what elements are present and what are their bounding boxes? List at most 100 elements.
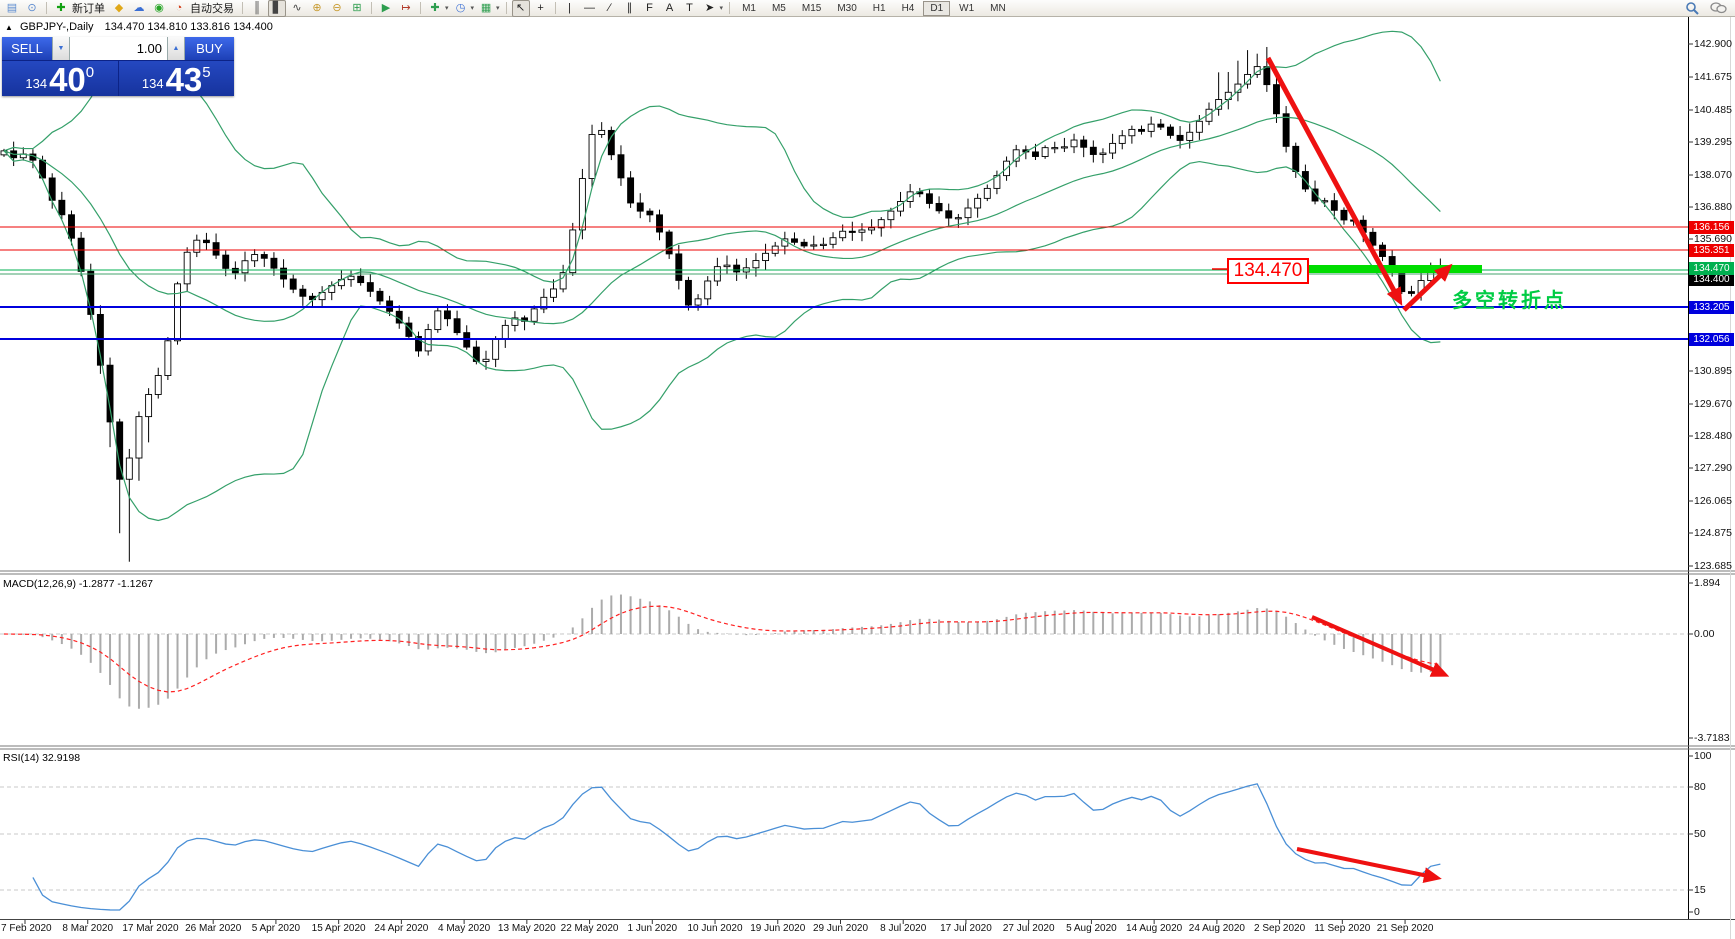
price-axis-badge: 133.205 (1689, 301, 1734, 314)
chart-title: ▲ GBPJPY-,Daily 134.470 134.810 133.816 … (5, 21, 273, 33)
buy-button[interactable]: BUY (185, 37, 234, 60)
vertical-line-icon[interactable]: | (568, 1, 571, 14)
macd-axis-tick: 0.00 (1694, 628, 1715, 640)
sell-price-base: 134 (25, 76, 48, 91)
volume-input[interactable] (70, 37, 167, 60)
price-level-callout[interactable]: 134.470 (1227, 258, 1309, 284)
date-axis-label: 24 Aug 2020 (1188, 923, 1245, 934)
timeframe-button-d1[interactable]: D1 (923, 0, 951, 16)
timeframe-button-m1[interactable]: M1 (742, 2, 756, 14)
volume-decrease-button[interactable]: ▼ (52, 37, 70, 60)
chart-shift-icon[interactable]: ↦ (401, 1, 411, 14)
cursor-icon[interactable]: ↖ (511, 0, 530, 17)
volume-increase-button[interactable]: ▲ (167, 37, 185, 60)
text-label-icon[interactable]: T (686, 1, 693, 14)
date-axis-label: 26 Mar 2020 (185, 923, 242, 934)
date-axis-label: 27 Jul 2020 (1002, 923, 1055, 934)
timeframe-button-m15[interactable]: M15 (801, 2, 822, 14)
toolbar-separator (729, 2, 731, 14)
new-chart-icon[interactable]: ✚ (430, 1, 440, 14)
shapes-icon[interactable]: ➤ (704, 1, 715, 14)
signals-icon[interactable]: ◉ (154, 1, 164, 14)
date-axis-label: 10 Jun 2020 (687, 923, 743, 934)
date-axis-label: 4 May 2020 (437, 923, 491, 934)
price-axis-tick: 127.290 (1694, 462, 1732, 474)
timeframe-button-m30[interactable]: M30 (837, 2, 857, 14)
buy-price[interactable]: 134 43 5 (119, 61, 235, 96)
auto-scroll-icon[interactable]: ▶ (381, 1, 391, 14)
crosshair-icon[interactable]: + (537, 1, 544, 14)
buy-price-base: 134 (141, 76, 164, 91)
price-axis-badge: 132.056 (1689, 333, 1734, 346)
timeframe-button-h4[interactable]: H4 (901, 2, 915, 14)
shapes-icon-dropdown[interactable]: ▾ (719, 5, 724, 12)
date-axis-label: 2 Sep 2020 (1254, 923, 1306, 934)
zoom-out-icon[interactable]: ⊖ (332, 1, 342, 14)
turning-point-annotation: 多空转折点 (1452, 290, 1567, 312)
date-axis-label: 7 Feb 2020 (1, 923, 52, 934)
tile-windows-icon[interactable]: ⊞ (352, 1, 362, 14)
new-chart-icon-dropdown[interactable]: ▾ (445, 5, 449, 12)
new-order-icon[interactable]: ✚ (56, 1, 66, 14)
channel-icon[interactable]: ∥ (626, 1, 633, 14)
timeframe-button-m5[interactable]: M5 (771, 2, 786, 14)
templates-icon[interactable]: ▦ (480, 1, 492, 14)
bar-chart-mode-icon[interactable]: ║ (253, 1, 261, 14)
rsi-axis-tick: 15 (1694, 884, 1706, 896)
one-click-trading-panel: SELL ▼ ▲ BUY 134 40 0 134 43 5 (2, 37, 234, 96)
price-axis-tick: 129.670 (1694, 398, 1732, 410)
rsi-indicator-label: RSI(14) 32.9198 (3, 752, 81, 764)
new-order-icon-label[interactable]: 新订单 (72, 3, 105, 15)
date-axis-label: 8 Mar 2020 (62, 923, 114, 934)
toolbar-separator (420, 2, 421, 14)
text-icon[interactable]: A (665, 1, 674, 14)
auto-trading-icon-label[interactable]: 自动交易 (190, 3, 234, 15)
market-watch-icon[interactable]: ⊙ (27, 1, 37, 14)
charts-window-icon[interactable]: ▤ (6, 1, 18, 14)
date-axis-label: 19 Jun 2020 (750, 923, 806, 934)
date-axis-label: 11 Sep 2020 (1314, 923, 1371, 934)
periods-icon-dropdown[interactable]: ▾ (470, 5, 475, 12)
price-axis-tick: 126.065 (1694, 495, 1732, 507)
rsi-axis-tick: 80 (1694, 781, 1706, 793)
line-chart-mode-icon[interactable]: ∿ (292, 1, 302, 14)
date-axis-label: 15 Apr 2020 (311, 923, 366, 934)
zoom-in-icon[interactable]: ⊕ (312, 1, 322, 14)
date-axis-label: 5 Apr 2020 (251, 923, 301, 934)
trendline-icon[interactable]: ∕ (608, 1, 611, 14)
candlestick-mode-icon[interactable]: ▋ (268, 0, 286, 17)
chat-icon[interactable] (1710, 1, 1727, 15)
price-axis-tick: 128.480 (1694, 430, 1732, 442)
price-axis-tick: 139.295 (1694, 136, 1732, 148)
date-axis-label: 14 Aug 2020 (1126, 923, 1183, 934)
price-axis-tick: 140.485 (1694, 104, 1732, 116)
price-axis-tick: 135.690 (1694, 233, 1732, 245)
price-axis-badge: 134.470 (1689, 262, 1734, 275)
macd-axis-tick: 1.894 (1694, 577, 1721, 589)
horizontal-line-icon[interactable]: — (584, 1, 596, 14)
styler-icon[interactable]: ◆ (114, 1, 124, 14)
templates-icon-dropdown[interactable]: ▾ (496, 5, 500, 12)
toolbar-icon-group: ▤ ⊙ ✚ 新订单 ◆ ☁ ◉ ◔ 自动交易 ║ ▋ ∿ ⊕ ⊖ ⊞ ▶ ↦ ✚ ▾ ◷ ▾ ▦ ▾ ↖ + | — ∕ ∥ F A T ➤ ▾ (2, 0, 734, 17)
auto-trading-icon[interactable]: ◔ (175, 1, 183, 14)
price-axis-badge: 135.351 (1689, 244, 1734, 257)
fibonacci-icon[interactable]: F (646, 1, 653, 14)
periods-icon[interactable]: ◷ (455, 1, 466, 14)
main-toolbar: ▤ ⊙ ✚ 新订单 ◆ ☁ ◉ ◔ 自动交易 ║ ▋ ∿ ⊕ ⊖ ⊞ ▶ ↦ ✚ ▾ ◷ ▾ ▦ ▾ ↖ + | — ∕ ∥ F A T ➤ ▾ … (0, 0, 1735, 17)
date-axis-label: 21 Sep 2020 (1376, 923, 1434, 934)
timeframe-button-w1[interactable]: W1 (959, 2, 975, 14)
chart-ohlc-values: 134.470 134.810 133.816 134.400 (104, 21, 273, 33)
search-icon[interactable] (1685, 1, 1700, 16)
price-axis-tick: 136.880 (1694, 201, 1732, 213)
sell-button[interactable]: SELL (2, 37, 52, 60)
timeframe-button-h1[interactable]: H1 (872, 2, 886, 14)
price-axis-tick: 124.875 (1694, 527, 1732, 539)
timeframe-button-mn[interactable]: MN (990, 2, 1006, 14)
sell-price[interactable]: 134 40 0 (2, 61, 119, 96)
chart-plot-area[interactable] (0, 17, 1688, 919)
toolbar-separator (554, 2, 556, 14)
timeframe-toolbar: M1 M5 M15 M30 H1 H4 D1 W1 MN (734, 0, 1014, 17)
community-icon[interactable]: ☁ (133, 1, 145, 14)
rsi-axis-tick: 50 (1694, 828, 1706, 840)
